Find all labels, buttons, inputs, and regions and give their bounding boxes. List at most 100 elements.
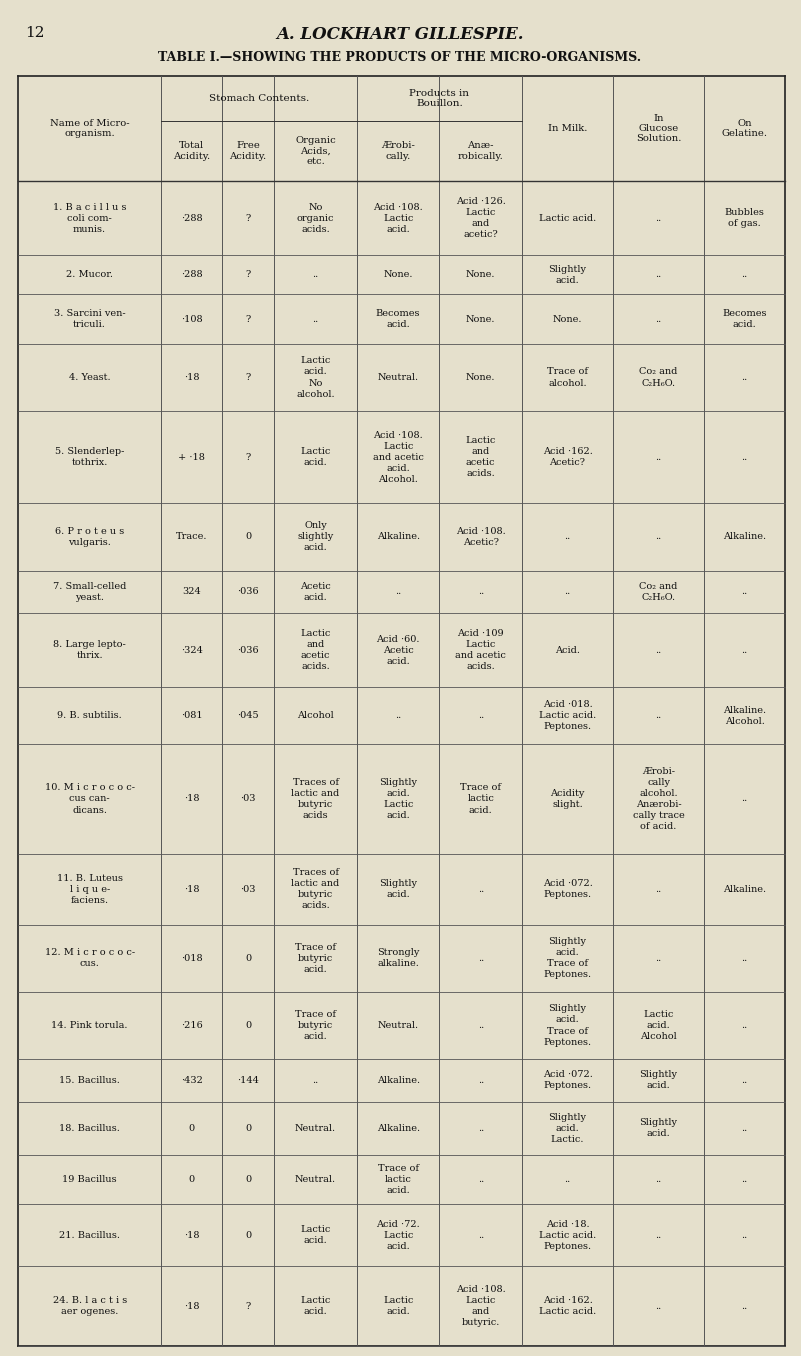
Text: 0: 0 — [245, 1176, 252, 1184]
Text: ..: .. — [477, 587, 484, 597]
Text: Strongly
alkaline.: Strongly alkaline. — [377, 948, 419, 968]
Text: Acid ·126.
Lactic
and
acetic?: Acid ·126. Lactic and acetic? — [456, 197, 505, 239]
Text: Lactic
acid.
Alcohol: Lactic acid. Alcohol — [640, 1010, 677, 1041]
Text: ..: .. — [477, 1021, 484, 1031]
Text: ·144: ·144 — [237, 1075, 259, 1085]
Text: On
Gelatine.: On Gelatine. — [722, 119, 767, 138]
Text: ..: .. — [655, 453, 662, 461]
Text: Co₂ and
C₂H₆O.: Co₂ and C₂H₆O. — [639, 582, 678, 602]
Text: Organic
Acids,
etc.: Organic Acids, etc. — [295, 136, 336, 165]
Text: ·036: ·036 — [237, 587, 259, 597]
Text: Acid ·108.
Lactic
and
butyric.: Acid ·108. Lactic and butyric. — [456, 1285, 505, 1328]
Text: ..: .. — [477, 953, 484, 963]
Text: ..: .. — [655, 270, 662, 279]
Text: Slightly
acid.
Lactic.: Slightly acid. Lactic. — [549, 1113, 586, 1144]
Text: Products in
Bouillon.: Products in Bouillon. — [409, 88, 469, 108]
Text: Neutral.: Neutral. — [295, 1176, 336, 1184]
Text: Becomes
acid.: Becomes acid. — [723, 309, 767, 330]
Text: Acid ·072.
Peptones.: Acid ·072. Peptones. — [542, 879, 593, 899]
Text: ..: .. — [742, 1302, 747, 1311]
Text: ..: .. — [742, 645, 747, 655]
Text: ..: .. — [312, 1075, 319, 1085]
Text: Acid ·108.
Lactic
acid.: Acid ·108. Lactic acid. — [373, 202, 423, 233]
Text: No
organic
acids.: No organic acids. — [297, 202, 334, 233]
Text: 11. B. Luteus
l i q u e-
faciens.: 11. B. Luteus l i q u e- faciens. — [57, 873, 123, 904]
Text: ?: ? — [245, 315, 251, 324]
Text: Acid ·162.
Acetic?: Acid ·162. Acetic? — [542, 447, 593, 468]
Text: Neutral.: Neutral. — [377, 1021, 419, 1031]
Text: ..: .. — [655, 1176, 662, 1184]
Text: ..: .. — [477, 711, 484, 720]
Text: Lactic
acid.: Lactic acid. — [300, 1296, 331, 1317]
Text: Total
Acidity.: Total Acidity. — [173, 141, 210, 161]
Text: ·045: ·045 — [237, 711, 259, 720]
Text: Lactic
and
acetic
acids.: Lactic and acetic acids. — [300, 629, 331, 671]
Text: 1. B a c i l l u s
coli com-
munis.: 1. B a c i l l u s coli com- munis. — [53, 202, 127, 233]
Text: Lactic
acid.: Lactic acid. — [383, 1296, 413, 1317]
Text: ..: .. — [655, 711, 662, 720]
Text: Alkaline.: Alkaline. — [376, 533, 420, 541]
Text: + ·18: + ·18 — [178, 453, 205, 461]
Text: Acid ·108.
Lactic
and acetic
acid.
Alcohol.: Acid ·108. Lactic and acetic acid. Alcoh… — [372, 430, 424, 484]
Text: Acid ·072.
Peptones.: Acid ·072. Peptones. — [542, 1070, 593, 1090]
Text: Trace of
butyric
acid.: Trace of butyric acid. — [295, 942, 336, 974]
Text: ?: ? — [245, 1302, 251, 1311]
Text: ..: .. — [477, 1124, 484, 1132]
Text: Ærobi-
cally.: Ærobi- cally. — [381, 141, 415, 161]
Text: Lactic acid.: Lactic acid. — [539, 214, 596, 222]
Text: ·108: ·108 — [181, 315, 203, 324]
Text: Only
slightly
acid.: Only slightly acid. — [297, 521, 334, 552]
Text: Neutral.: Neutral. — [377, 373, 419, 382]
Text: ..: .. — [742, 1124, 747, 1132]
Text: None.: None. — [466, 315, 496, 324]
Text: ·18: ·18 — [184, 884, 199, 894]
Text: ·288: ·288 — [181, 270, 203, 279]
Text: None.: None. — [384, 270, 413, 279]
Text: ·432: ·432 — [181, 1075, 203, 1085]
Text: ..: .. — [312, 270, 319, 279]
Text: Acid ·018.
Lactic acid.
Peptones.: Acid ·018. Lactic acid. Peptones. — [539, 700, 596, 731]
Text: ..: .. — [395, 711, 401, 720]
Text: 0: 0 — [188, 1176, 195, 1184]
Text: None.: None. — [466, 270, 496, 279]
Text: Slightly
acid.
Lactic
acid.: Slightly acid. Lactic acid. — [379, 778, 417, 820]
Text: Slightly
acid.: Slightly acid. — [549, 264, 586, 285]
Text: Bubbles
of gas.: Bubbles of gas. — [725, 207, 764, 228]
Text: 324: 324 — [183, 587, 201, 597]
Text: Lactic
acid.
No
alcohol.: Lactic acid. No alcohol. — [296, 357, 335, 399]
Text: Acid ·60.
Acetic
acid.: Acid ·60. Acetic acid. — [376, 635, 420, 666]
Text: Acetic
acid.: Acetic acid. — [300, 582, 331, 602]
Text: Acid ·162.
Lactic acid.: Acid ·162. Lactic acid. — [539, 1296, 596, 1317]
Text: ..: .. — [742, 373, 747, 382]
Text: 0: 0 — [245, 1021, 252, 1031]
Text: ..: .. — [477, 1075, 484, 1085]
Text: ..: .. — [742, 1021, 747, 1031]
Text: 21. Bacillus.: 21. Bacillus. — [59, 1231, 120, 1239]
Text: ..: .. — [655, 533, 662, 541]
Text: 4. Yeast.: 4. Yeast. — [69, 373, 111, 382]
Text: 10. M i c r o c o c-
cus can-
dicans.: 10. M i c r o c o c- cus can- dicans. — [45, 784, 135, 815]
Text: ..: .. — [742, 795, 747, 803]
Text: ..: .. — [655, 1231, 662, 1239]
Text: Alcohol: Alcohol — [297, 711, 334, 720]
Text: Acidity
slight.: Acidity slight. — [550, 789, 585, 810]
Text: Alkaline.
Alcohol.: Alkaline. Alcohol. — [723, 705, 766, 725]
Text: Trace of
lactic
acid.: Trace of lactic acid. — [377, 1163, 419, 1195]
Text: None.: None. — [466, 373, 496, 382]
Text: ·216: ·216 — [181, 1021, 203, 1031]
Text: 0: 0 — [188, 1124, 195, 1132]
Text: ..: .. — [742, 453, 747, 461]
Text: ..: .. — [742, 1176, 747, 1184]
Text: Slightly
acid.: Slightly acid. — [379, 879, 417, 899]
Text: ..: .. — [565, 533, 570, 541]
Text: Free
Acidity.: Free Acidity. — [230, 141, 267, 161]
Text: ..: .. — [477, 884, 484, 894]
Text: ..: .. — [477, 1176, 484, 1184]
Text: ..: .. — [477, 1231, 484, 1239]
Text: Slightly
acid.: Slightly acid. — [639, 1119, 678, 1138]
Text: Lactic
and
acetic
acids.: Lactic and acetic acids. — [465, 437, 496, 479]
Text: ..: .. — [742, 587, 747, 597]
Text: ..: .. — [742, 1231, 747, 1239]
Text: ?: ? — [245, 270, 251, 279]
Text: 0: 0 — [245, 533, 252, 541]
